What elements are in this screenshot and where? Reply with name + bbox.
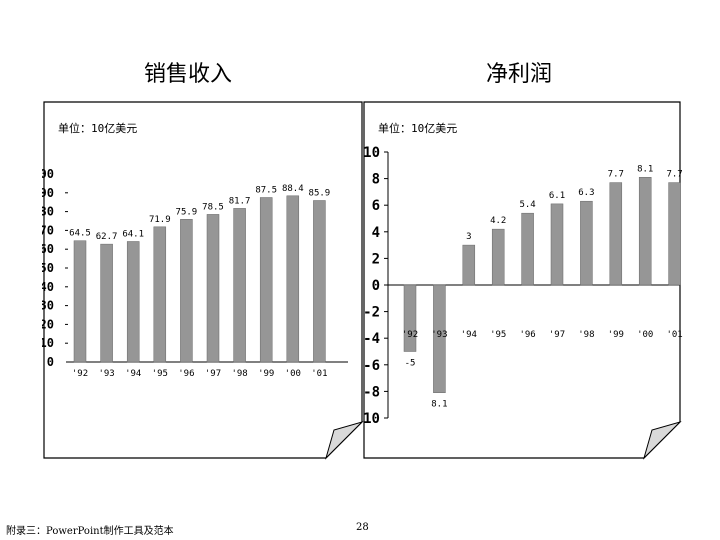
data-label: 5.4 bbox=[519, 200, 535, 210]
data-label: 4.2 bbox=[490, 216, 506, 226]
x-tick-label: '93 bbox=[98, 369, 114, 379]
net-profit-chart: 单位：10亿美元 10 8 6 4 2 0 -2 -4 -6 -8 -10 -5 '92 8.1 '93 3 '9… bbox=[362, 101, 683, 460]
bar bbox=[491, 228, 505, 286]
y-tick-label: -10 bbox=[362, 411, 380, 427]
unit-label: 单位：10亿美元 bbox=[378, 121, 457, 135]
y-tick-label: -2 bbox=[363, 305, 380, 321]
page-number: 28 bbox=[356, 522, 369, 533]
data-label: 64.1 bbox=[122, 229, 144, 239]
y-tick-label: 100 bbox=[42, 167, 54, 181]
bar bbox=[609, 182, 623, 286]
y-tick-label: 70 bbox=[42, 223, 54, 237]
x-tick-label: '95 bbox=[152, 369, 168, 379]
bar bbox=[259, 197, 273, 363]
x-tick-label: '98 bbox=[231, 369, 247, 379]
y-tick-label: 10 bbox=[363, 145, 380, 161]
bar bbox=[521, 212, 534, 286]
bar bbox=[550, 203, 564, 286]
y-tick-label: 0 bbox=[47, 355, 54, 369]
bar bbox=[73, 240, 87, 363]
y-tick-label: -8 bbox=[363, 384, 380, 400]
y-tick-label: 8 bbox=[372, 172, 380, 188]
data-label: 78.5 bbox=[202, 202, 224, 212]
x-tick-label: '92 bbox=[72, 369, 88, 379]
data-label: 62.7 bbox=[96, 232, 118, 242]
bar bbox=[433, 284, 446, 393]
y-tick-label: 2 bbox=[372, 251, 380, 267]
x-tick-label: '94 bbox=[461, 330, 477, 340]
data-label: 8.1 bbox=[431, 400, 447, 410]
x-tick-label: '01 bbox=[311, 369, 327, 379]
y-tick-label: -6 bbox=[363, 358, 380, 374]
x-tick-label: '98 bbox=[578, 330, 594, 340]
sales-revenue-chart: 单位：10亿美元100908070605040302010064.5'9262.… bbox=[42, 101, 364, 460]
y-tick-label: 30 bbox=[42, 299, 54, 313]
right-chart-title: 净利润 bbox=[486, 62, 553, 87]
bar bbox=[233, 208, 246, 363]
y-tick-label: 0 bbox=[372, 278, 380, 294]
data-label: 7.7 bbox=[666, 170, 682, 180]
data-label: 64.5 bbox=[69, 229, 91, 239]
data-label: 8.1 bbox=[637, 164, 653, 174]
x-tick-label: '97 bbox=[549, 330, 565, 340]
bar bbox=[580, 200, 593, 286]
y-tick-label: 90 bbox=[42, 186, 54, 200]
bar bbox=[403, 284, 417, 352]
data-label: -5 bbox=[405, 359, 416, 369]
bar bbox=[638, 177, 652, 286]
bar bbox=[206, 214, 220, 363]
footer-text: 附录三：PowerPoint制作工具及范本 bbox=[6, 526, 174, 537]
x-tick-label: '97 bbox=[205, 369, 221, 379]
bar bbox=[313, 200, 326, 363]
x-tick-label: '93 bbox=[431, 330, 447, 340]
x-tick-label: '95 bbox=[490, 330, 506, 340]
data-label: 75.9 bbox=[176, 207, 198, 217]
data-label: 88.4 bbox=[282, 184, 304, 194]
y-tick-label: 20 bbox=[42, 317, 54, 331]
data-label: 7.7 bbox=[608, 170, 624, 180]
y-tick-label: 6 bbox=[372, 198, 380, 214]
y-tick-label: 80 bbox=[42, 205, 54, 219]
x-tick-label: '00 bbox=[285, 369, 301, 379]
panel-curl-icon bbox=[324, 420, 364, 460]
data-label: 71.9 bbox=[149, 215, 171, 225]
bar bbox=[668, 182, 681, 286]
data-label: 6.1 bbox=[549, 191, 565, 201]
x-tick-label: '96 bbox=[178, 369, 194, 379]
left-chart-title: 销售收入 bbox=[144, 62, 233, 87]
y-tick-label: 50 bbox=[42, 261, 54, 275]
y-tick-label: 4 bbox=[372, 225, 380, 241]
data-label: 85.9 bbox=[309, 189, 331, 199]
bar bbox=[153, 226, 167, 363]
data-label: 6.3 bbox=[578, 188, 594, 198]
data-label: 81.7 bbox=[229, 196, 251, 206]
y-tick-label: 60 bbox=[42, 242, 54, 256]
x-tick-label: '92 bbox=[402, 330, 418, 340]
data-label: 87.5 bbox=[255, 186, 277, 196]
x-tick-label: '99 bbox=[258, 369, 274, 379]
panel-curl-icon bbox=[642, 420, 682, 460]
y-tick-label: 10 bbox=[42, 336, 54, 350]
bar bbox=[180, 219, 193, 363]
x-tick-label: '94 bbox=[125, 369, 141, 379]
x-tick-label: '96 bbox=[519, 330, 535, 340]
y-tick-label: -4 bbox=[363, 331, 380, 347]
y-tick-label: 40 bbox=[42, 280, 54, 294]
x-tick-label: '99 bbox=[608, 330, 624, 340]
bar bbox=[286, 195, 300, 363]
x-tick-label: '01 bbox=[666, 330, 682, 340]
bar bbox=[126, 241, 140, 363]
x-tick-label: '00 bbox=[637, 330, 653, 340]
data-label: 3 bbox=[466, 232, 471, 242]
bar bbox=[100, 243, 113, 363]
unit-label: 单位：10亿美元 bbox=[58, 121, 137, 135]
bar bbox=[462, 244, 476, 286]
